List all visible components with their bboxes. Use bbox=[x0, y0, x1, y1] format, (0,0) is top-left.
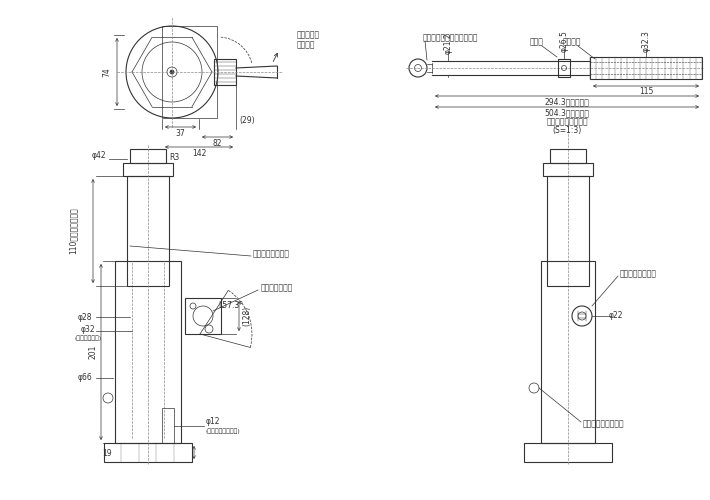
Text: リリーズスクリュウ: リリーズスクリュウ bbox=[583, 420, 625, 428]
Text: φ42: φ42 bbox=[92, 150, 106, 160]
Text: L57.3°: L57.3° bbox=[219, 302, 244, 310]
Bar bbox=[590, 57, 702, 79]
Bar bbox=[130, 149, 166, 163]
Text: (ポンプピストン径): (ポンプピストン径) bbox=[206, 428, 241, 434]
Text: 操作レバー
回転方向: 操作レバー 回転方向 bbox=[297, 30, 320, 50]
Text: φ32: φ32 bbox=[81, 324, 95, 334]
Text: (29): (29) bbox=[239, 116, 255, 124]
Text: φ32.3: φ32.3 bbox=[642, 30, 650, 52]
Bar bbox=[162, 26, 217, 118]
Text: φ12: φ12 bbox=[206, 418, 221, 426]
Text: 専用操作レバー詳細: 専用操作レバー詳細 bbox=[546, 118, 588, 126]
Text: 142: 142 bbox=[192, 148, 206, 158]
Text: (シリンダ内径): (シリンダ内径) bbox=[75, 335, 102, 341]
Text: 201: 201 bbox=[89, 345, 97, 359]
Text: リリーズスクリュウ差込口: リリーズスクリュウ差込口 bbox=[423, 34, 479, 42]
Text: 操作レバー差込口: 操作レバー差込口 bbox=[620, 270, 657, 278]
Text: レバーソケット: レバーソケット bbox=[261, 284, 293, 292]
Text: φ26.5: φ26.5 bbox=[559, 30, 569, 52]
Text: 504.3（最伸長）: 504.3（最伸長） bbox=[545, 108, 589, 118]
Text: φ22: φ22 bbox=[608, 312, 623, 320]
Text: 37: 37 bbox=[175, 128, 185, 138]
Text: 74: 74 bbox=[102, 67, 111, 77]
Bar bbox=[550, 149, 586, 163]
Text: 82: 82 bbox=[212, 138, 222, 147]
Text: φ21.2: φ21.2 bbox=[444, 32, 452, 54]
Circle shape bbox=[170, 70, 174, 74]
Text: 伸縮式: 伸縮式 bbox=[530, 38, 544, 46]
Bar bbox=[162, 408, 174, 443]
Text: 19: 19 bbox=[102, 448, 111, 458]
Text: (128): (128) bbox=[243, 306, 251, 326]
Bar bbox=[214, 59, 236, 85]
Bar bbox=[543, 163, 593, 176]
Text: R3: R3 bbox=[169, 152, 179, 162]
Text: (S=1:3): (S=1:3) bbox=[552, 126, 581, 134]
Text: 294.3（最縮長）: 294.3（最縮長） bbox=[545, 98, 589, 106]
Bar bbox=[115, 261, 181, 443]
Bar bbox=[541, 261, 595, 443]
Text: ストッパ: ストッパ bbox=[563, 38, 581, 46]
Text: 115: 115 bbox=[639, 88, 653, 96]
Bar bbox=[547, 176, 589, 286]
Bar bbox=[185, 298, 221, 334]
Text: φ66: φ66 bbox=[77, 374, 92, 382]
Text: 110（ストローク）: 110（ストローク） bbox=[68, 208, 77, 254]
Text: φ28: φ28 bbox=[78, 312, 92, 322]
Bar bbox=[127, 176, 169, 286]
Bar bbox=[558, 59, 570, 77]
Bar bbox=[123, 163, 173, 176]
Bar bbox=[524, 443, 612, 462]
Text: オイルフィリング: オイルフィリング bbox=[253, 250, 290, 258]
Bar bbox=[104, 443, 192, 462]
